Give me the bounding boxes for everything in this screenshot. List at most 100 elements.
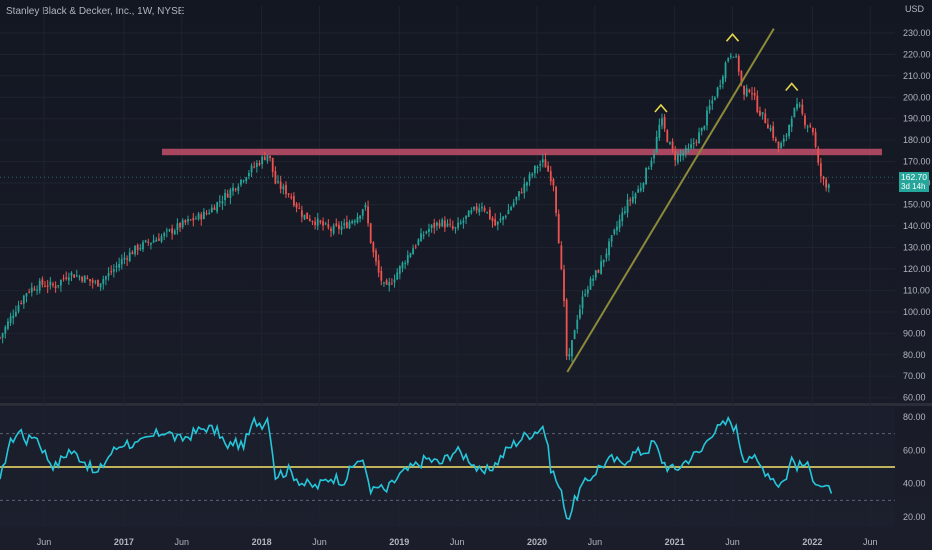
candle-body (804, 115, 806, 126)
candle-body (700, 127, 703, 132)
candle-body (340, 226, 343, 230)
candle-body (242, 180, 245, 182)
candle-body (253, 166, 256, 168)
candle-body (507, 210, 510, 215)
candle-body (745, 88, 748, 97)
candle-body (790, 118, 793, 128)
candle-body (160, 236, 163, 242)
candle-body (258, 162, 261, 165)
price-axis-label: 120.00 (903, 264, 931, 274)
rsi-line (0, 415, 833, 521)
candle-body (793, 108, 796, 118)
candle-body (721, 76, 724, 84)
candle-body (684, 148, 687, 154)
candle-body (142, 242, 144, 250)
candle-body (539, 164, 542, 166)
rsi-axis-label: 40.00 (903, 479, 926, 489)
candle-body (266, 154, 269, 161)
candle-body (75, 275, 78, 277)
candle-body (819, 163, 822, 177)
price-axis-label: 220.00 (903, 49, 931, 59)
candle-body (173, 230, 176, 235)
candle-body (314, 221, 317, 226)
price-axis-label: 150.00 (903, 200, 931, 210)
candle-body (144, 240, 147, 242)
candle-body (311, 220, 314, 222)
candle-body (488, 209, 491, 219)
candle-body (695, 141, 698, 143)
candle-body (544, 159, 547, 168)
candle-body (152, 240, 155, 243)
candle-body (46, 285, 49, 287)
candle-body (420, 233, 422, 242)
candle-body (195, 218, 197, 220)
candle-body (163, 233, 166, 237)
candle-body (782, 138, 785, 143)
candle-body (187, 219, 189, 222)
candle-body (666, 130, 669, 143)
candle-body (44, 285, 46, 287)
candle-body (322, 221, 324, 226)
candle-body (303, 214, 306, 219)
candle-body (12, 315, 15, 319)
candle-body (234, 188, 237, 190)
candle-body (274, 171, 277, 184)
candle-body (65, 277, 68, 279)
candle-body (563, 269, 565, 302)
candle-body (290, 196, 293, 199)
candle-body (248, 172, 250, 177)
candle-body (499, 218, 502, 221)
candle-body (647, 168, 650, 170)
price-axis-label: 90.00 (903, 328, 926, 338)
candle-body (406, 255, 409, 264)
candle-body (255, 162, 258, 168)
candle-body (364, 204, 367, 208)
currency-label[interactable]: USD (904, 4, 924, 14)
candle-body (549, 171, 552, 182)
candle-body (748, 89, 751, 92)
candle-body (753, 93, 756, 96)
candle-body (626, 199, 629, 213)
candle-body (465, 215, 467, 219)
candle-body (642, 183, 645, 189)
candle-body (306, 212, 309, 220)
candle-body (1, 333, 4, 338)
price-axis-label: 170.00 (903, 157, 931, 167)
candle-body (210, 207, 213, 213)
time-axis-label: 2017 (114, 537, 134, 547)
candle-body (401, 262, 404, 269)
candle-body (523, 183, 526, 194)
price-axis-label: 110.00 (903, 285, 930, 295)
time-axis-label: 2021 (665, 537, 685, 547)
candle-body (817, 148, 820, 163)
candle-body (698, 132, 700, 144)
candle-body (690, 144, 693, 149)
time-axis-label: 2019 (389, 537, 409, 547)
candle-body (134, 245, 136, 255)
candle-body (661, 118, 663, 126)
candle-body (528, 174, 531, 181)
candle-body (679, 153, 682, 156)
candle-body (597, 269, 600, 273)
candle-body (269, 155, 271, 159)
candle-body (491, 217, 494, 222)
candle-body (756, 95, 759, 113)
candle-body (624, 211, 626, 213)
candle-body (324, 223, 327, 225)
candle-body (295, 203, 298, 208)
candle-body (809, 125, 812, 127)
candle-body (36, 289, 38, 291)
candle-body (398, 266, 401, 274)
candle-body (592, 278, 595, 281)
candle-body (443, 220, 446, 228)
candle-body (467, 210, 470, 217)
candle-body (496, 221, 499, 225)
candle-body (404, 263, 407, 265)
candle-body (608, 241, 610, 256)
candle-body (70, 272, 73, 276)
candle-body (192, 217, 195, 221)
candle-body (578, 309, 581, 319)
time-axis-label: Jun (312, 537, 327, 547)
